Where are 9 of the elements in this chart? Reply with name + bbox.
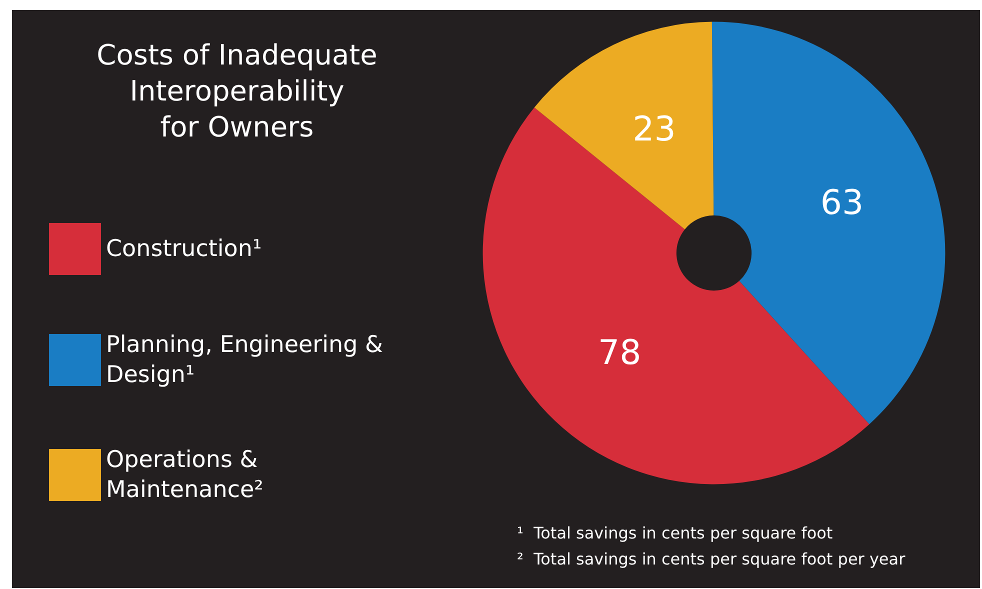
text: ¹ Total savings in cents per square foot	[517, 524, 833, 542]
data-label: 78	[598, 332, 642, 373]
text: ² Total savings in cents per square foot per year	[517, 550, 906, 568]
legend-label: Planning, Engineering & Design¹	[106, 332, 390, 388]
legend-label: Construction¹	[106, 236, 262, 262]
data-label: 23	[632, 109, 676, 150]
legend-label: Operations & Maintenance²	[106, 447, 266, 503]
data-label: 63	[820, 182, 864, 223]
text: Costs of Inadequate Interoperability for Owners	[96, 38, 378, 144]
